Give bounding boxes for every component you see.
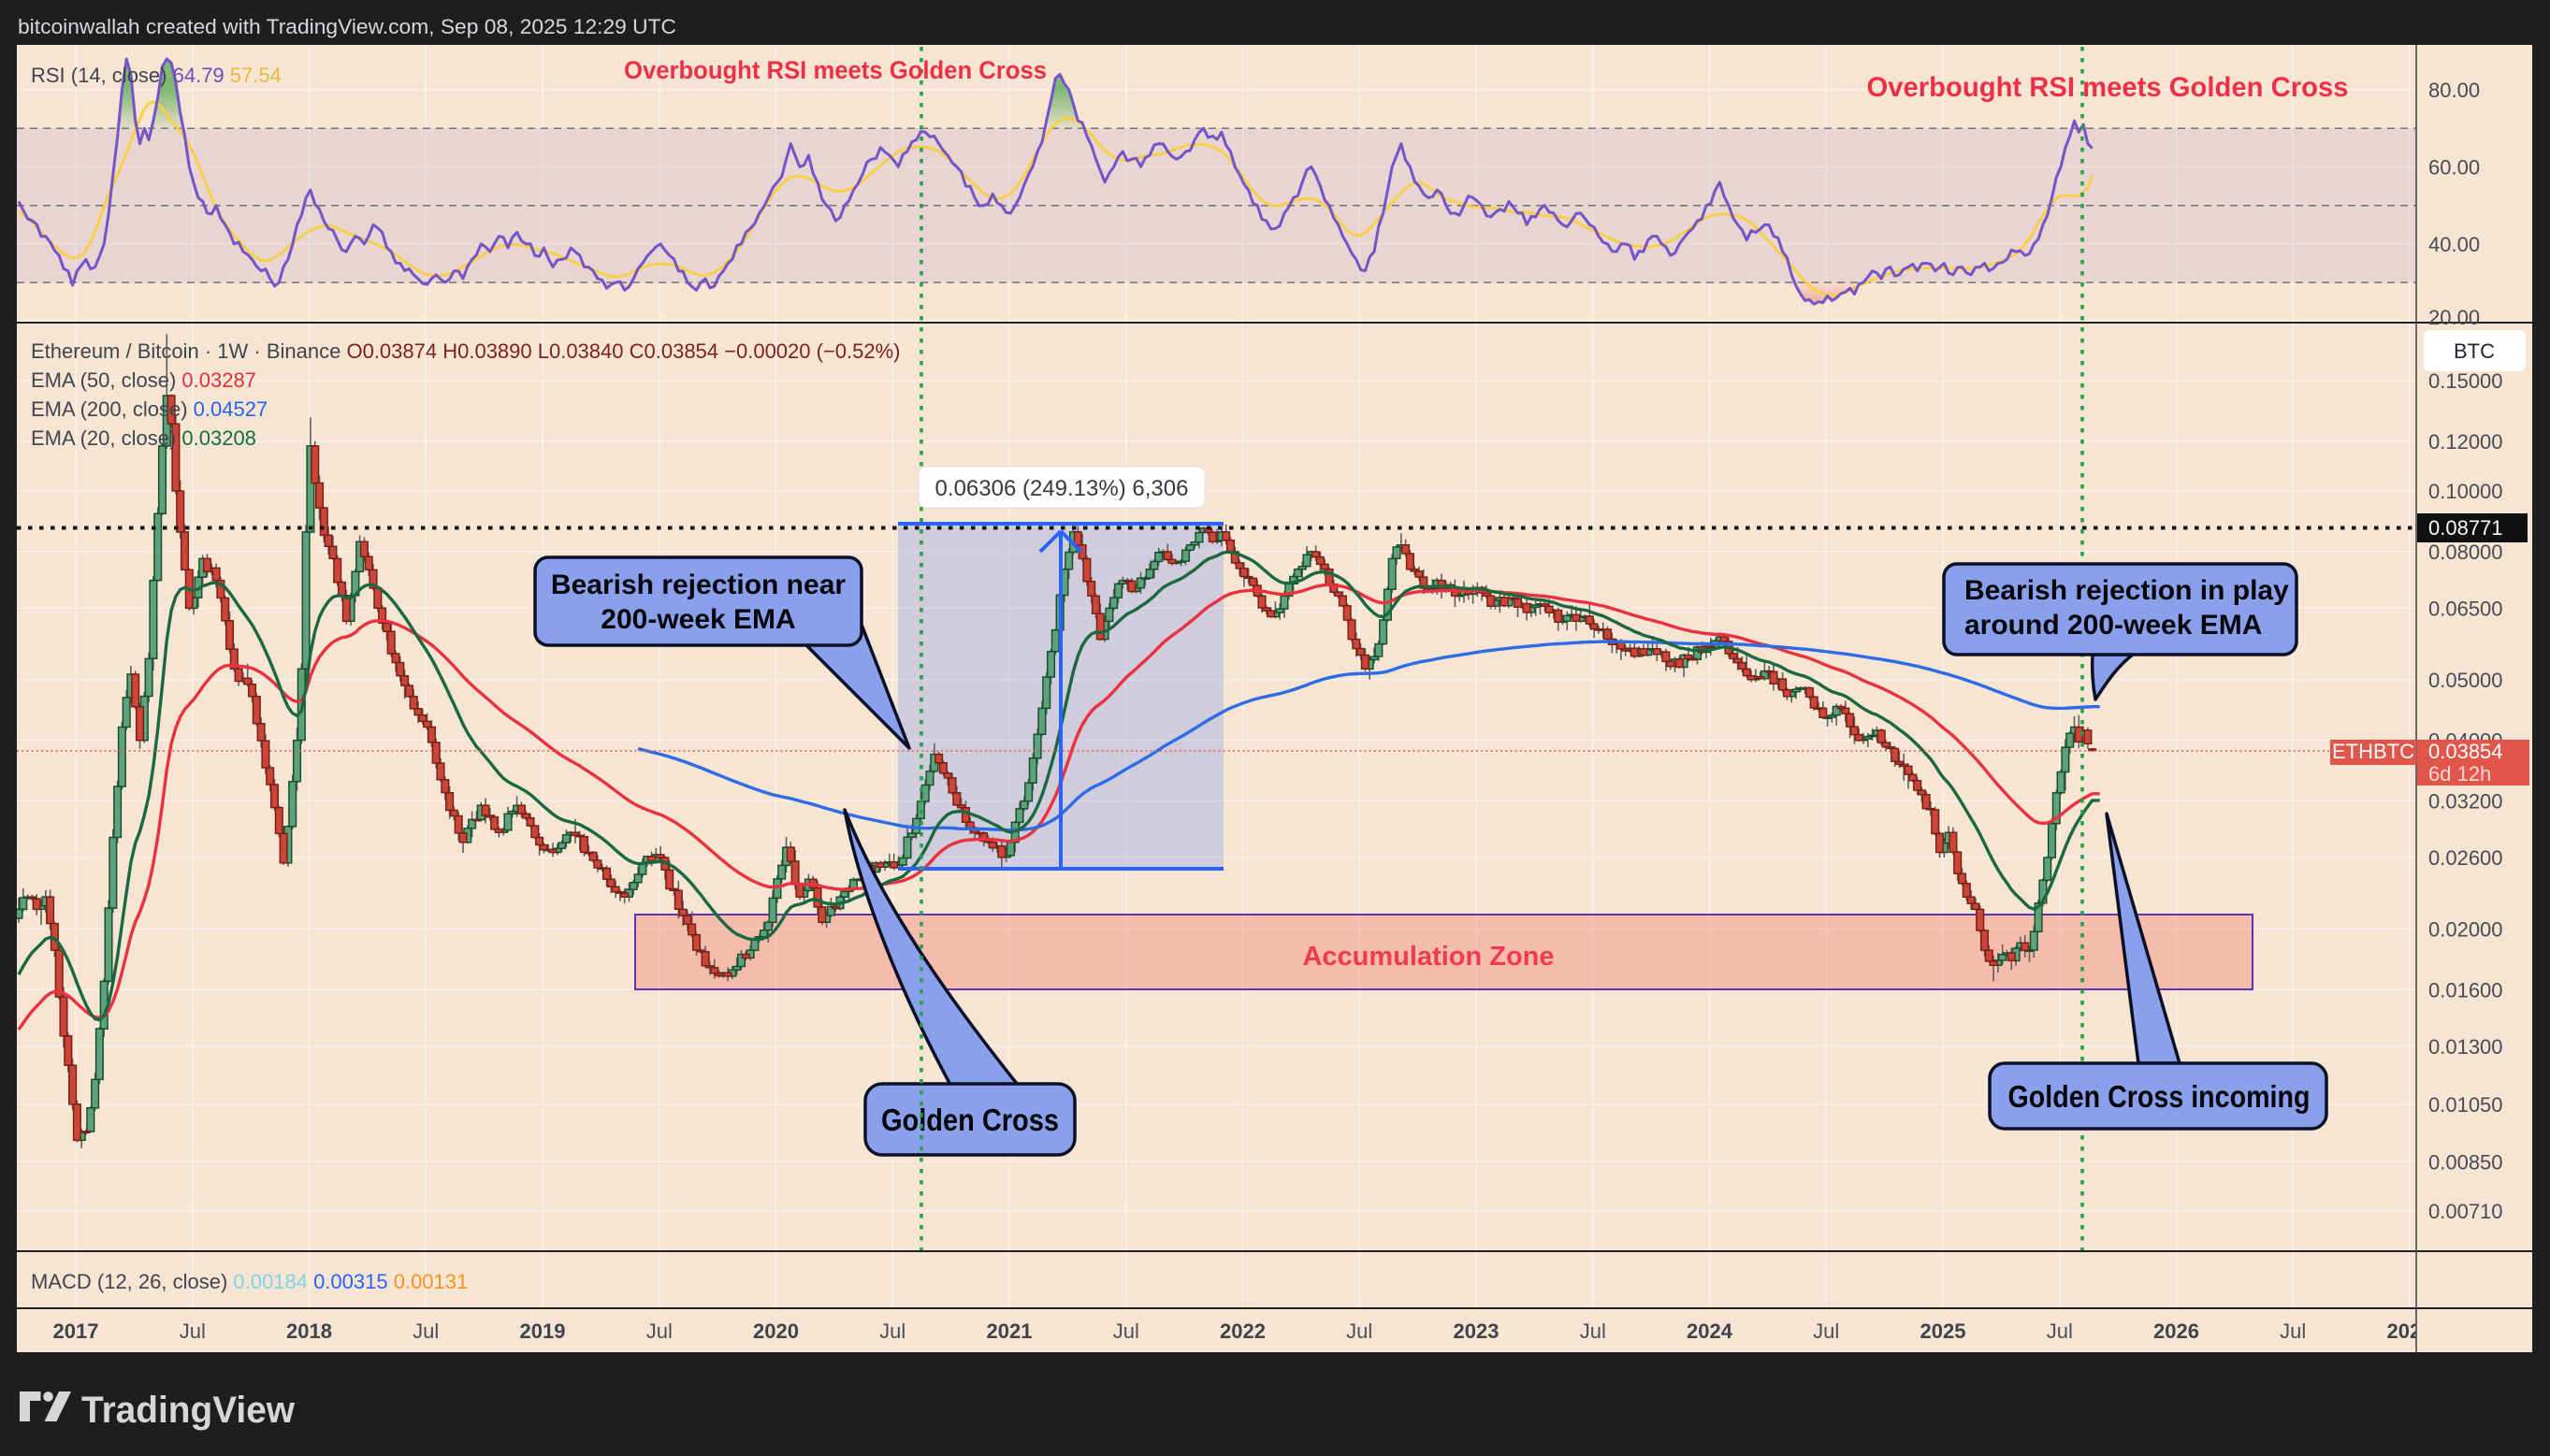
svg-text:0.05000: 0.05000 [2428,669,2503,692]
svg-text:20.00: 20.00 [2428,306,2480,329]
svg-text:Jul: Jul [879,1319,906,1343]
svg-text:Golden Cross incoming: Golden Cross incoming [2008,1079,2311,1114]
svg-text:around 200-week EMA: around 200-week EMA [1964,610,2262,641]
svg-text:2022: 2022 [1220,1319,1266,1343]
svg-text:0.02600: 0.02600 [2428,846,2503,870]
svg-text:ETHBTC: ETHBTC [2332,740,2414,763]
svg-text:Jul: Jul [1346,1319,1372,1343]
svg-text:EMA (20, close) 0.03208: EMA (20, close) 0.03208 [31,426,256,450]
svg-text:BTC: BTC [2454,339,2495,363]
svg-text:2021: 2021 [987,1319,1033,1343]
svg-text:2025: 2025 [1920,1319,1966,1343]
svg-text:Jul: Jul [2280,1319,2306,1343]
svg-text:0.15000: 0.15000 [2428,369,2503,393]
svg-text:40.00: 40.00 [2428,233,2480,256]
svg-text:2024: 2024 [1687,1319,1733,1343]
svg-text:Jul: Jul [1580,1319,1606,1343]
svg-text:Jul: Jul [1813,1319,1839,1343]
svg-text:2026: 2026 [2153,1319,2199,1343]
svg-text:Bearish rejection near: Bearish rejection near [551,569,846,600]
svg-text:0.06306 (249.13%) 6,306: 0.06306 (249.13%) 6,306 [935,476,1189,501]
svg-text:EMA (50, close) 0.03287: EMA (50, close) 0.03287 [31,368,256,392]
svg-text:TradingView: TradingView [81,1390,296,1431]
svg-text:Overbought RSI meets Golden Cr: Overbought RSI meets Golden Cross [1867,72,2349,103]
svg-text:200-week EMA: 200-week EMA [601,604,795,635]
svg-text:0.02000: 0.02000 [2428,917,2503,941]
svg-text:Bearish rejection in play: Bearish rejection in play [1964,575,2289,606]
svg-text:RSI (14, close) 64.79 57.54: RSI (14, close) 64.79 57.54 [31,64,282,87]
svg-text:0.06500: 0.06500 [2428,597,2503,620]
svg-text:MACD (12, 26, close) 0.00184: MACD (12, 26, close) 0.00184 0.00315 0.0… [31,1270,468,1293]
svg-text:Jul: Jul [1113,1319,1139,1343]
svg-text:Jul: Jul [646,1319,673,1343]
svg-text:2018: 2018 [286,1319,332,1343]
svg-text:0.01600: 0.01600 [2428,978,2503,1002]
svg-text:Accumulation Zone: Accumulation Zone [1302,942,1554,972]
svg-text:2019: 2019 [520,1319,566,1343]
svg-text:2023: 2023 [1454,1319,1500,1343]
svg-text:Jul: Jul [180,1319,206,1343]
svg-text:6d 12h: 6d 12h [2428,762,2491,786]
svg-text:Ethereum / Bitcoin · 1W · Bina: Ethereum / Bitcoin · 1W · Binance O0.038… [31,339,901,363]
svg-text:Jul: Jul [2047,1319,2073,1343]
svg-text:EMA (200, close) 0.04527: EMA (200, close) 0.04527 [31,397,268,421]
svg-text:2017: 2017 [53,1319,99,1343]
svg-text:0.08771: 0.08771 [2428,516,2503,540]
svg-text:0.03854: 0.03854 [2428,740,2503,763]
svg-text:2020: 2020 [753,1319,799,1343]
svg-text:0.00710: 0.00710 [2428,1200,2503,1223]
svg-text:0.10000: 0.10000 [2428,480,2503,503]
svg-text:0.01300: 0.01300 [2428,1035,2503,1059]
svg-text:0.00850: 0.00850 [2428,1150,2503,1174]
svg-text:Overbought RSI meets Golden Cr: Overbought RSI meets Golden Cross [624,56,1047,84]
svg-text:0.03200: 0.03200 [2428,790,2503,814]
svg-text:0.08000: 0.08000 [2428,541,2503,564]
svg-text:2027: 2027 [2387,1319,2433,1343]
svg-text:60.00: 60.00 [2428,155,2480,179]
svg-text:Golden Cross: Golden Cross [881,1103,1059,1137]
svg-text:bitcoinwallah created with Tra: bitcoinwallah created with TradingView.c… [18,15,676,38]
svg-text:80.00: 80.00 [2428,79,2480,102]
svg-text:0.12000: 0.12000 [2428,430,2503,454]
svg-text:Jul: Jul [413,1319,439,1343]
svg-text:0.01050: 0.01050 [2428,1093,2503,1117]
